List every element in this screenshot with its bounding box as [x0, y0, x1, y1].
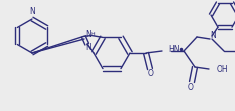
- Text: O: O: [148, 69, 154, 78]
- Text: O: O: [188, 82, 194, 91]
- Text: N: N: [85, 43, 90, 52]
- Text: OH: OH: [217, 64, 229, 73]
- Text: N: N: [210, 32, 216, 41]
- Text: HN: HN: [168, 46, 180, 55]
- Text: N: N: [30, 7, 35, 16]
- Text: H: H: [90, 32, 95, 37]
- Text: N: N: [85, 30, 91, 39]
